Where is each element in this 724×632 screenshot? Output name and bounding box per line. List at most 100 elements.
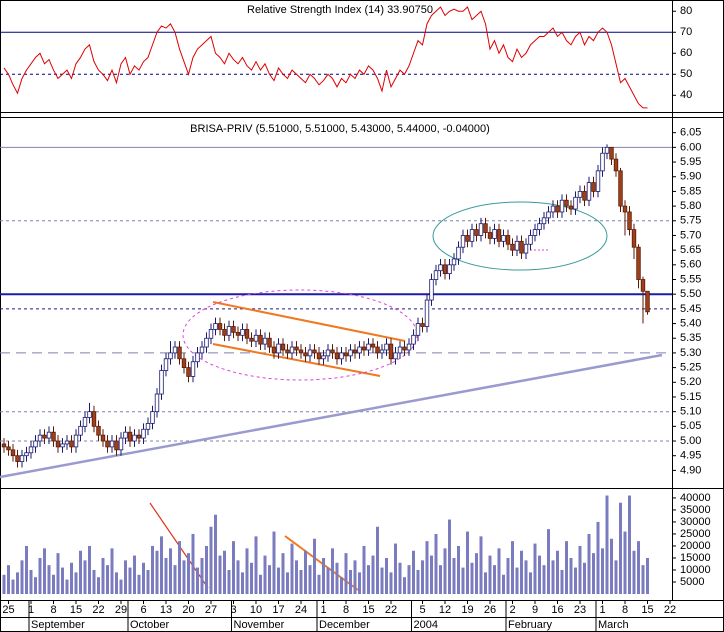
candle-body — [100, 434, 106, 442]
volume-bar — [79, 550, 82, 594]
candle-body — [168, 352, 173, 360]
candle-body — [73, 434, 79, 448]
candle-body — [87, 411, 92, 418]
candle-body — [46, 431, 52, 439]
y-tick-label: 5.15 — [680, 391, 701, 403]
candle-body — [366, 343, 371, 351]
y-tick-label: 60 — [680, 47, 692, 59]
volume-bar — [16, 572, 19, 594]
volume-bar — [592, 553, 595, 594]
volume-bar — [533, 543, 537, 594]
y-tick-label: 5000 — [680, 576, 704, 588]
volume-bar — [308, 565, 312, 594]
volume-bar — [506, 557, 510, 594]
volume-bar — [124, 560, 127, 594]
volume-bar — [299, 569, 303, 594]
x-tick-label: 8 — [343, 604, 349, 616]
candle-body — [6, 446, 11, 451]
volume-bar — [74, 572, 78, 594]
y-tick-label: 40 — [680, 89, 692, 101]
candle-body — [618, 170, 623, 207]
candle-body — [631, 229, 637, 248]
volume-bar — [218, 555, 222, 594]
volume-bar — [403, 577, 406, 594]
candle-body — [334, 352, 340, 360]
candle-body — [37, 434, 43, 442]
candle-body — [523, 243, 529, 254]
candle-body — [586, 182, 592, 201]
candle-body — [483, 223, 488, 233]
volume-bar — [83, 560, 87, 594]
volume-bar — [362, 545, 366, 594]
candle-body — [258, 334, 263, 345]
y-tick-label: 5.60 — [680, 259, 701, 271]
volume-bar — [205, 545, 208, 594]
x-tick-label: 20 — [182, 604, 194, 616]
volume-bar — [259, 574, 262, 594]
volume-bar — [488, 555, 492, 594]
candle-body — [280, 343, 286, 351]
volume-bar — [169, 548, 172, 594]
volume-bar — [187, 553, 190, 594]
candle-body — [132, 434, 137, 442]
volume-bar — [281, 553, 285, 594]
candle-body — [33, 440, 38, 448]
volume-bar — [515, 567, 519, 594]
candle-body — [298, 349, 304, 354]
candle-body — [276, 343, 281, 354]
y-tick-label: 5.55 — [680, 273, 701, 285]
volume-bar — [619, 502, 622, 594]
x-tick-label: 10 — [250, 604, 262, 616]
volume-bar — [614, 560, 618, 594]
candle-body — [420, 323, 425, 327]
y-tick-label: 5.90 — [680, 171, 701, 183]
x-tick-label: 1 — [320, 604, 326, 616]
volume-bar — [421, 560, 424, 594]
candle-body — [532, 229, 538, 236]
candle-body — [568, 205, 574, 210]
candle-body — [442, 264, 448, 275]
volume-bar — [110, 548, 114, 594]
volume-bar — [317, 574, 321, 594]
volume-bar — [475, 553, 478, 594]
candle-body — [604, 146, 610, 154]
y-tick-label: 4.95 — [680, 450, 701, 462]
volume-bar — [200, 557, 204, 594]
volume-bar — [529, 572, 532, 594]
candle-body — [645, 290, 650, 313]
candle-body — [505, 235, 511, 245]
volume-bar — [38, 557, 42, 594]
candle-body — [379, 349, 385, 354]
volume-bar — [88, 545, 91, 594]
volume-bar — [556, 550, 559, 594]
x-tick-label: 15 — [641, 604, 653, 616]
month-label: November — [234, 619, 285, 631]
candle-body — [492, 229, 497, 239]
candle-body — [267, 337, 272, 348]
volume-bar — [286, 572, 289, 594]
candle-body — [393, 352, 398, 360]
candle-body — [240, 329, 245, 336]
volume-bar — [304, 550, 307, 594]
candle-body — [60, 443, 65, 448]
volume-bar — [493, 565, 496, 594]
candle-body — [339, 352, 344, 360]
volume-bar — [137, 574, 141, 594]
channel-line — [212, 301, 406, 342]
x-tick-label: 17 — [272, 604, 284, 616]
volume-bar — [434, 533, 438, 594]
candle-body — [330, 349, 335, 354]
volume-bar — [353, 560, 357, 594]
volume-bar — [407, 565, 411, 594]
candle-body — [429, 279, 434, 301]
candle-body — [42, 434, 47, 439]
volume-bar — [371, 555, 375, 594]
volume-bar — [466, 531, 469, 594]
x-tick-label: 2 — [509, 604, 515, 616]
candle-body — [114, 440, 119, 451]
volume-bar — [92, 569, 96, 594]
candle-body — [136, 434, 142, 439]
volume-bar — [547, 529, 550, 594]
volume-bar — [61, 567, 64, 594]
volume-bar — [628, 495, 631, 594]
